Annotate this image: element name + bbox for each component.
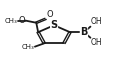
Text: CH₃: CH₃ — [5, 17, 17, 24]
Text: CH₃: CH₃ — [22, 44, 35, 50]
Text: O: O — [46, 10, 53, 19]
Text: OH: OH — [91, 38, 102, 47]
Text: O: O — [18, 16, 25, 25]
Text: S: S — [51, 20, 58, 30]
Text: B: B — [80, 27, 88, 37]
Text: OH: OH — [91, 17, 102, 26]
